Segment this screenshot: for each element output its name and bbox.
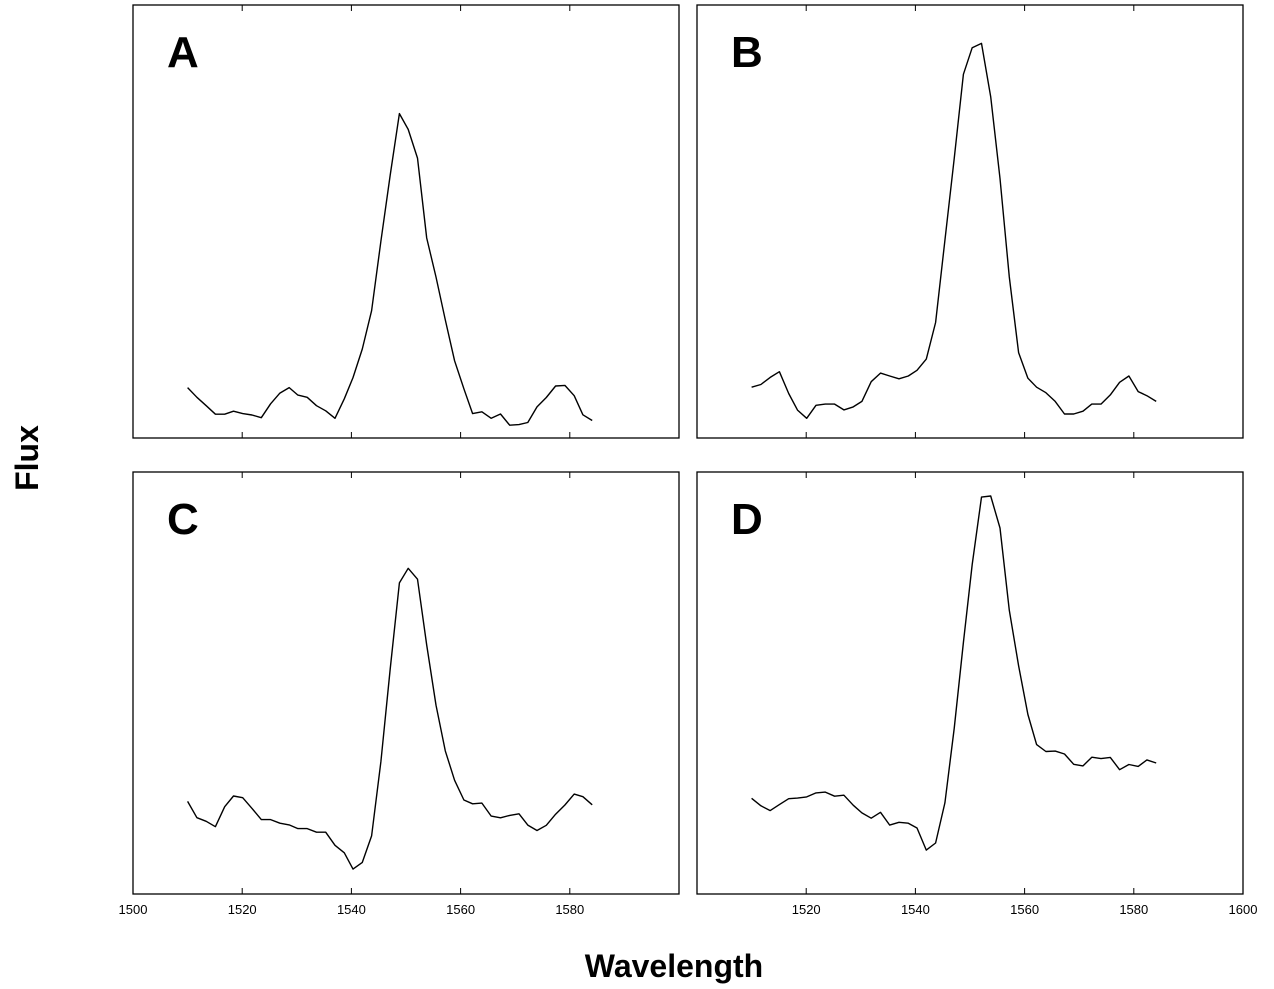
x-tick-label: 1540 — [901, 902, 930, 917]
x-axis-title: Wavelength — [585, 948, 763, 984]
x-tick-label: 1560 — [1010, 902, 1039, 917]
panel-a-frame — [132, 4, 680, 439]
panel-b-frame — [696, 4, 1244, 439]
x-tick-label: 1560 — [446, 902, 475, 917]
panel-b-spectrum-line — [751, 42, 1157, 419]
x-tick-label: 1600 — [1229, 902, 1258, 917]
panel-c-label: C — [167, 495, 199, 544]
x-tick-label: 1520 — [228, 902, 257, 917]
y-axis-title: Flux — [9, 425, 45, 491]
x-tick-label: 1500 — [119, 902, 148, 917]
panel-c-spectrum-line — [186, 567, 593, 870]
panel-c-frame — [132, 471, 680, 895]
panel-d-frame — [696, 471, 1244, 895]
x-tick-label: 1580 — [1119, 902, 1148, 917]
x-tick-label: 1520 — [792, 902, 821, 917]
x-tick-label: 1540 — [337, 902, 366, 917]
panel-d-label: D — [731, 495, 763, 544]
panel-b-label: B — [731, 28, 763, 77]
panel-a-spectrum-line — [187, 112, 593, 426]
panel-d-spectrum-line — [751, 495, 1157, 851]
x-tick-label: 1580 — [555, 902, 584, 917]
panel-a-label: A — [167, 28, 199, 77]
